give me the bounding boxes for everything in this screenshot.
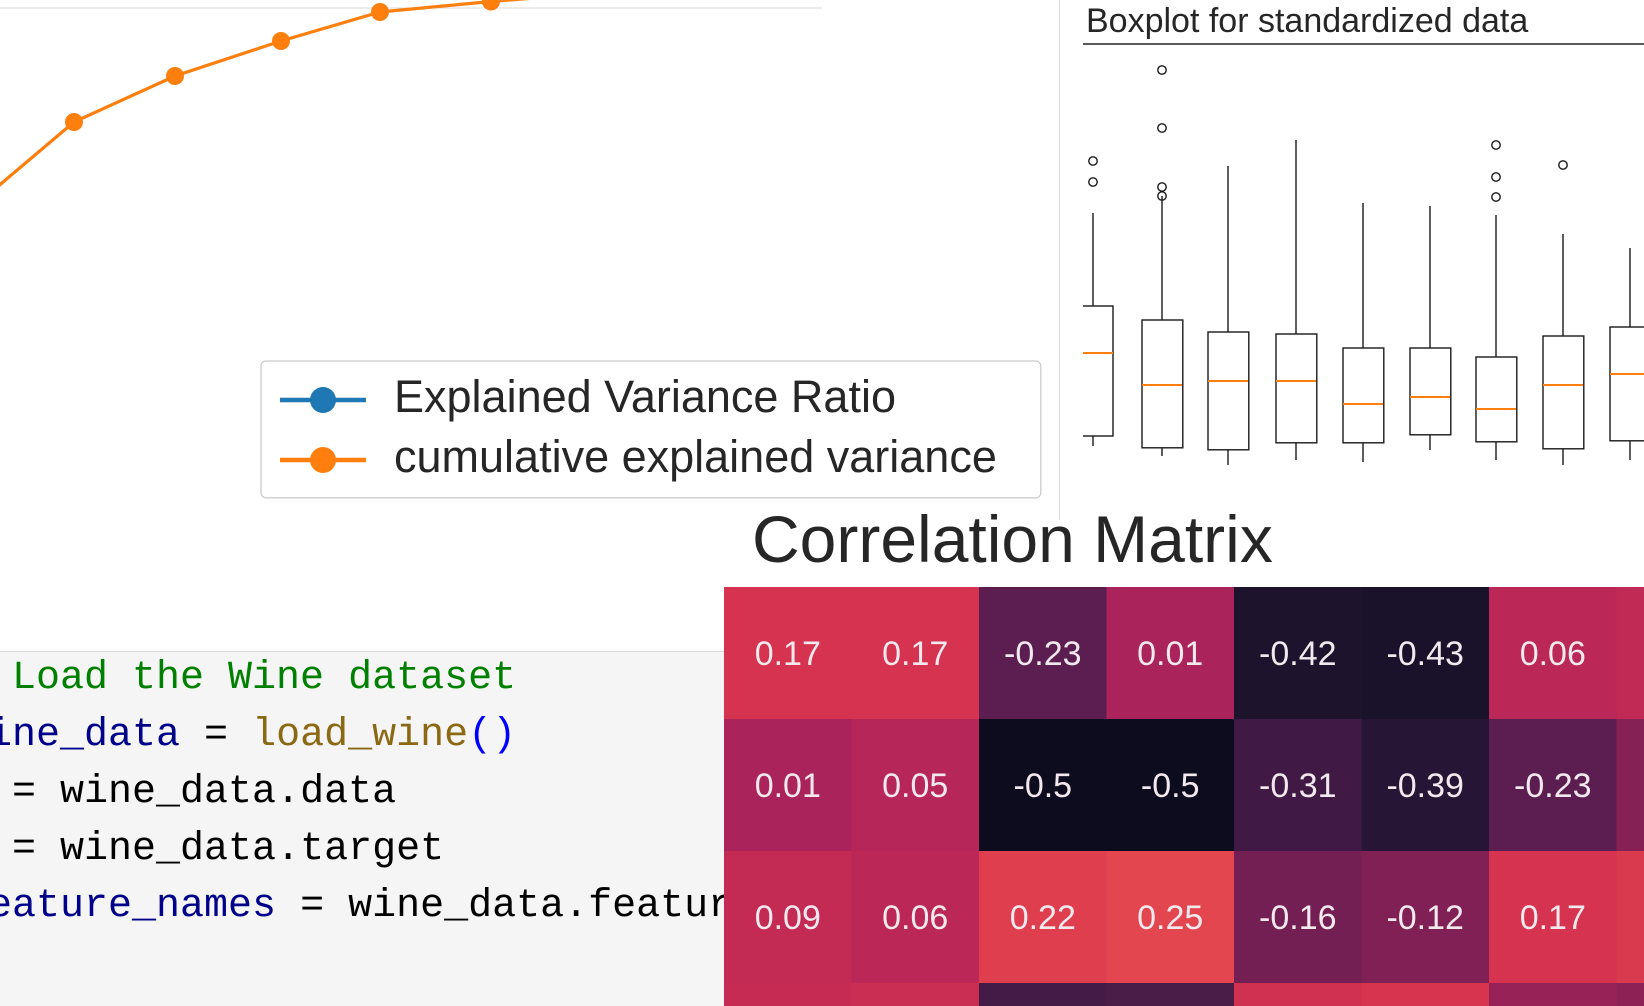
- svg-text:-0.31: -0.31: [1259, 767, 1337, 805]
- svg-text:0.25: 0.25: [1137, 899, 1203, 937]
- svg-text:-0.5: -0.5: [1141, 767, 1200, 805]
- svg-text:0.09: 0.09: [755, 899, 821, 937]
- svg-text:-0.43: -0.43: [1386, 635, 1464, 673]
- svg-text:-0.16: -0.16: [1259, 899, 1337, 937]
- svg-text:0.06: 0.06: [1520, 635, 1586, 673]
- svg-text:0.06: 0.06: [882, 899, 948, 937]
- svg-text:-0.39: -0.39: [1386, 767, 1464, 805]
- svg-text:0.01: 0.01: [755, 767, 821, 805]
- svg-text:-0.23: -0.23: [1004, 635, 1082, 673]
- svg-text:-0.5: -0.5: [1014, 767, 1073, 805]
- svg-text:-0.12: -0.12: [1386, 899, 1464, 937]
- svg-text:-0.23: -0.23: [1514, 767, 1592, 805]
- svg-text:0.05: 0.05: [882, 767, 948, 805]
- svg-text:0.17: 0.17: [755, 635, 821, 673]
- svg-text:0.22: 0.22: [1010, 899, 1076, 937]
- svg-text:Correlation Matrix: Correlation Matrix: [752, 502, 1273, 576]
- svg-text:0.17: 0.17: [1520, 899, 1586, 937]
- svg-text:0.17: 0.17: [882, 635, 948, 673]
- svg-text:0.01: 0.01: [1137, 635, 1203, 673]
- svg-text:-0.42: -0.42: [1259, 635, 1337, 673]
